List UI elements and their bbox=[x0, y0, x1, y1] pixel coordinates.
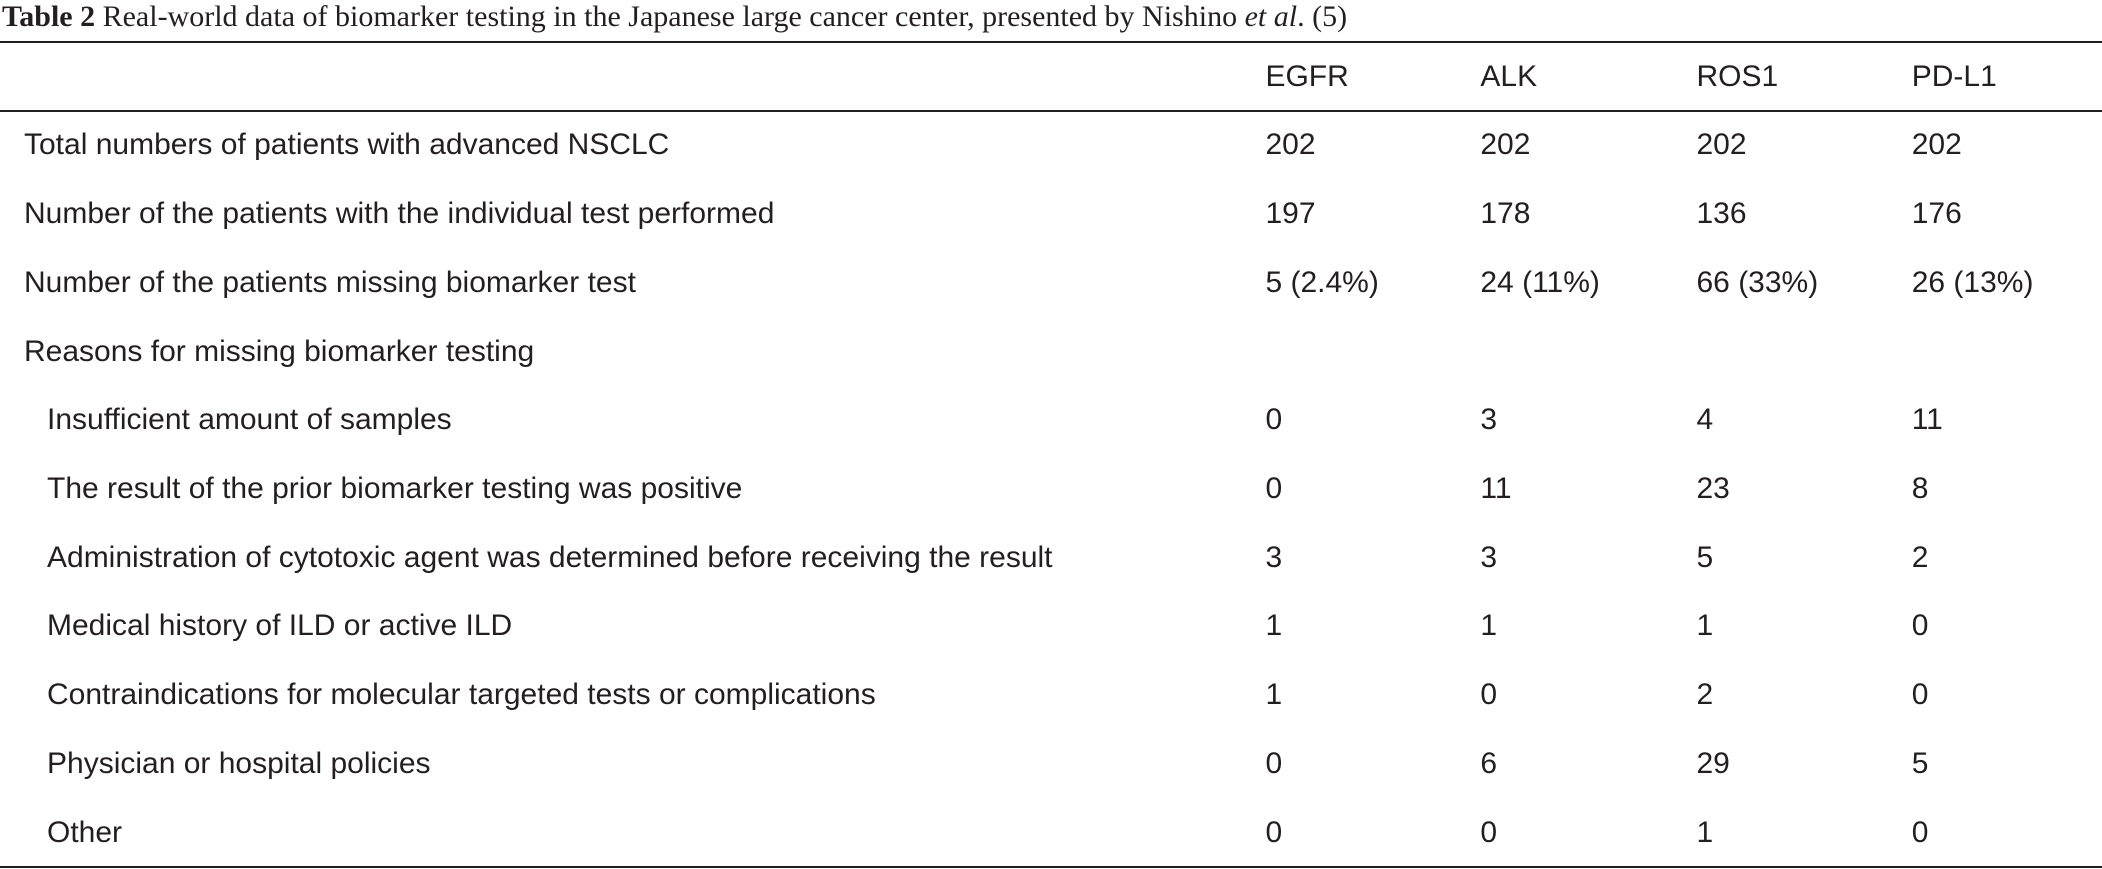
cell-ros1: 5 bbox=[1696, 540, 1714, 574]
cell-egfr: 202 bbox=[1265, 128, 1316, 161]
cell-pd-l1: 11 bbox=[1911, 403, 1943, 437]
table-row: Other 0 0 1 0 bbox=[0, 798, 2102, 867]
cell-alk: 0 bbox=[1480, 815, 1498, 849]
cell-pd-l1: 2 bbox=[1911, 540, 1929, 574]
table-row: Administration of cytotoxic agent was de… bbox=[0, 523, 2102, 592]
cell-alk: 178 bbox=[1480, 197, 1531, 231]
table-row: Total numbers of patients with advanced … bbox=[0, 110, 2102, 180]
table-top-rule bbox=[0, 41, 2102, 43]
cell-ros1: 136 bbox=[1696, 197, 1747, 231]
biomarker-table: EGFR ALK ROS1 PD-L1 Total numbers of pat… bbox=[0, 43, 2102, 867]
row-label: Administration of cytotoxic agent was de… bbox=[47, 540, 1053, 574]
cell-egfr: 3 bbox=[1265, 540, 1283, 574]
cell-pd-l1: 0 bbox=[1911, 815, 1929, 849]
cell-alk bbox=[1480, 317, 1696, 386]
cell-pd-l1: 0 bbox=[1911, 678, 1929, 712]
cell-ros1: 2 bbox=[1696, 678, 1714, 712]
cell-pd-l1: 202 bbox=[1911, 128, 1962, 161]
cell-alk: 202 bbox=[1480, 128, 1531, 161]
header-cell-pd-l1: PD-L1 bbox=[1911, 59, 1997, 93]
cell-pd-l1: 5 bbox=[1911, 746, 1929, 780]
cell-alk: 1 bbox=[1480, 609, 1498, 643]
cell-alk: 24 (11%) bbox=[1480, 266, 1600, 300]
table-row: Medical history of ILD or active ILD 1 1… bbox=[0, 592, 2102, 661]
table-section-row: Reasons for missing biomarker testing bbox=[0, 317, 2102, 386]
caption-reference: . (5) bbox=[1297, 0, 1348, 33]
table-header-row: EGFR ALK ROS1 PD-L1 bbox=[0, 43, 2102, 110]
table-caption: Table 2 Real-world data of biomarker tes… bbox=[2, 0, 1347, 34]
cell-pd-l1: 0 bbox=[1911, 609, 1929, 643]
cell-alk: 3 bbox=[1480, 403, 1498, 437]
caption-etal: et al bbox=[1244, 0, 1298, 33]
row-label: Contraindications for molecular targeted… bbox=[47, 678, 876, 712]
cell-egfr: 0 bbox=[1265, 746, 1283, 780]
cell-ros1: 1 bbox=[1696, 609, 1714, 643]
table-header-rule bbox=[0, 110, 2102, 112]
cell-egfr: 0 bbox=[1265, 815, 1283, 849]
cell-ros1: 4 bbox=[1696, 403, 1714, 437]
row-label: Physician or hospital policies bbox=[47, 746, 431, 780]
table-row: Physician or hospital policies 0 6 29 5 bbox=[0, 730, 2102, 799]
cell-ros1: 66 (33%) bbox=[1696, 266, 1819, 300]
table-row: The result of the prior biomarker testin… bbox=[0, 455, 2102, 524]
row-label: Medical history of ILD or active ILD bbox=[47, 609, 513, 643]
cell-alk: 11 bbox=[1480, 472, 1512, 506]
row-label: The result of the prior biomarker testin… bbox=[47, 472, 743, 506]
row-label: Insufficient amount of samples bbox=[47, 403, 452, 437]
header-cell-egfr: EGFR bbox=[1265, 59, 1349, 93]
cell-alk: 6 bbox=[1480, 746, 1498, 780]
cell-egfr: 1 bbox=[1265, 678, 1283, 712]
cell-alk: 3 bbox=[1480, 540, 1498, 574]
cell-egfr: 5 (2.4%) bbox=[1265, 266, 1379, 300]
caption-text: Real-world data of biomarker testing in … bbox=[95, 0, 1245, 33]
table-row: Number of the patients missing biomarker… bbox=[0, 249, 2102, 318]
cell-egfr bbox=[1265, 317, 1480, 386]
cell-alk: 0 bbox=[1480, 678, 1498, 712]
header-cell-ros1: ROS1 bbox=[1696, 59, 1779, 93]
cell-pd-l1 bbox=[1912, 317, 2102, 386]
caption-label: Table 2 bbox=[2, 0, 96, 33]
section-label: Reasons for missing biomarker testing bbox=[24, 334, 535, 368]
cell-ros1: 202 bbox=[1696, 128, 1747, 161]
cell-egfr: 197 bbox=[1265, 197, 1316, 231]
cell-ros1: 29 bbox=[1696, 746, 1730, 780]
cell-pd-l1: 8 bbox=[1911, 472, 1929, 506]
row-label: Total numbers of patients with advanced … bbox=[24, 128, 670, 161]
cell-egfr: 1 bbox=[1265, 609, 1283, 643]
table-row: Contraindications for molecular targeted… bbox=[0, 661, 2102, 730]
table-row: Number of the patients with the individu… bbox=[0, 180, 2102, 249]
row-label: Number of the patients with the individu… bbox=[24, 197, 775, 231]
cell-pd-l1: 176 bbox=[1911, 197, 1962, 231]
cell-egfr: 0 bbox=[1265, 472, 1283, 506]
cell-ros1 bbox=[1696, 317, 1911, 386]
row-label: Number of the patients missing biomarker… bbox=[24, 266, 636, 300]
header-cell-empty bbox=[0, 43, 1265, 110]
cell-ros1: 1 bbox=[1696, 815, 1714, 849]
header-cell-alk: ALK bbox=[1480, 59, 1538, 93]
cell-egfr: 0 bbox=[1265, 403, 1283, 437]
cell-pd-l1: 26 (13%) bbox=[1911, 266, 2034, 300]
table-bottom-rule bbox=[0, 866, 2102, 868]
table-row: Insufficient amount of samples 0 3 4 11 bbox=[0, 386, 2102, 455]
cell-ros1: 23 bbox=[1696, 472, 1730, 506]
row-label: Other bbox=[47, 815, 123, 849]
